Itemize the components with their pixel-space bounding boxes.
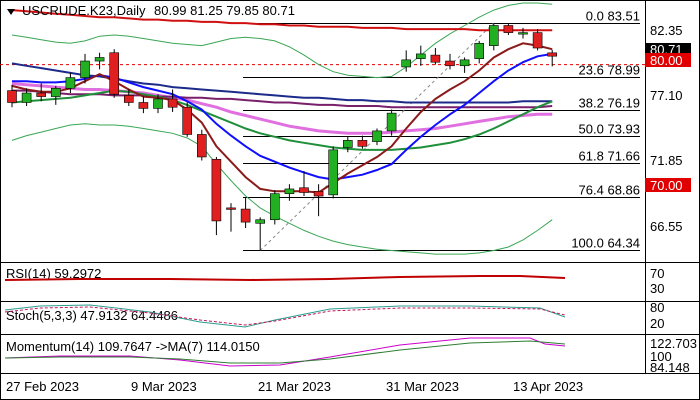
candle-body — [138, 102, 149, 109]
candle-body — [7, 90, 17, 103]
sma-navy-line — [11, 62, 553, 104]
stoch-tick: 80 — [650, 300, 664, 315]
candle-body — [532, 32, 543, 49]
fib-level-label: 61.8 71.66 — [579, 149, 640, 164]
stoch-d-line — [4, 306, 566, 326]
candle-body — [547, 52, 558, 57]
sma-green-line — [11, 89, 553, 151]
candle-body — [182, 106, 192, 135]
price-tick: 82.35 — [650, 23, 683, 38]
chart-symbol: USCRUDE.K23,Daily — [22, 3, 146, 18]
date-tick: 27 Feb 2023 — [6, 379, 79, 394]
ref-price: 80.00 — [650, 53, 683, 68]
candle-body — [474, 42, 485, 59]
candle-body — [50, 87, 61, 97]
candle-body — [153, 98, 163, 109]
fib-level-label: 100.0 64.34 — [571, 236, 640, 251]
candle-body — [167, 98, 178, 108]
candle-body — [488, 25, 499, 46]
candle-body — [459, 59, 470, 67]
date-tick: 13 Apr 2023 — [513, 379, 583, 394]
candle-body — [342, 140, 353, 148]
dropdown-triangle-icon[interactable] — [7, 9, 15, 15]
bollinger-upper-line — [11, 2, 553, 79]
candle-body — [226, 207, 236, 210]
fib-level-label: 38.2 76.19 — [579, 96, 640, 111]
price-axis: 82.35 77.10 71.85 66.55 80.71 80.00 70.0… — [645, 23, 691, 234]
rsi-line — [4, 275, 566, 282]
momentum-label: Momentum(14) 109.7647 ->MA(7) 114.0150 — [6, 339, 260, 354]
candle-body — [415, 53, 426, 59]
date-tick: 9 Mar 2023 — [131, 379, 197, 394]
stoch-label: Stoch(5,3,3) 47.9132 64.4486 — [6, 308, 178, 323]
candle-body — [211, 159, 222, 222]
price-tick: 66.55 — [650, 219, 683, 234]
sma-red-line — [11, 9, 553, 32]
bollinger-lower-line — [11, 123, 553, 255]
candle-body — [372, 130, 382, 142]
rsi-tick: 70 — [650, 266, 664, 281]
candle-body — [357, 140, 368, 147]
fib-level-label: 23.6 78.99 — [579, 63, 640, 78]
momentum-ma-line — [4, 340, 566, 364]
price-tick: 71.85 — [650, 153, 683, 168]
candle-body — [430, 54, 441, 63]
sma-magenta-line — [11, 82, 553, 135]
candle-body — [197, 134, 207, 158]
candle-body — [386, 112, 397, 132]
candle-body — [313, 191, 324, 197]
candle-body — [401, 59, 412, 68]
candlesticks — [7, 23, 558, 251]
date-axis: 27 Feb 2023 9 Mar 2023 21 Mar 2023 31 Ma… — [6, 379, 583, 394]
candle-body — [94, 57, 105, 62]
candle-body — [109, 52, 119, 95]
date-tick: 31 Mar 2023 — [386, 379, 459, 394]
momentum-tick: 100 — [650, 349, 672, 364]
fib-level-label: 0.0 83.51 — [586, 9, 640, 24]
ref-price2-box — [645, 178, 691, 192]
ref-price-box — [645, 53, 691, 67]
candle-body — [255, 219, 265, 224]
candle-body — [80, 60, 90, 78]
rsi-label: RSI(14) 59.2972 — [6, 266, 101, 281]
candle-body — [299, 187, 309, 193]
fibonacci-retracement: 0.0 83.51 23.6 78.99 38.2 76.19 50.0 73.93 6… — [0, 9, 645, 251]
ref-price2: 70.00 — [650, 178, 683, 193]
price-tick: 77.10 — [650, 88, 683, 103]
fib-level-label: 76.4 68.86 — [579, 183, 640, 198]
indicator-lines — [11, 2, 553, 255]
rsi-tick: 30 — [650, 281, 664, 296]
candle-body — [445, 60, 455, 67]
candle-body — [284, 188, 295, 194]
candle-body — [124, 95, 134, 103]
ema-darkred-line — [11, 42, 553, 194]
date-tick: 21 Mar 2023 — [258, 379, 331, 394]
candle-body — [269, 193, 280, 221]
candle-body — [65, 77, 76, 89]
momentum-tick: 84.148 — [650, 360, 690, 375]
momentum-tick: 122.703 — [650, 336, 697, 351]
fib-level-label: 50.0 73.93 — [579, 122, 640, 137]
candle-body — [328, 149, 339, 196]
chart-ohlc: 80.99 81.25 79.85 80.71 — [154, 3, 295, 18]
candle-body — [36, 92, 47, 97]
candle-body — [240, 208, 251, 223]
candle-body — [503, 25, 514, 33]
candle-body — [518, 32, 528, 35]
candle-body — [21, 92, 32, 103]
stoch-tick: 20 — [650, 316, 664, 331]
